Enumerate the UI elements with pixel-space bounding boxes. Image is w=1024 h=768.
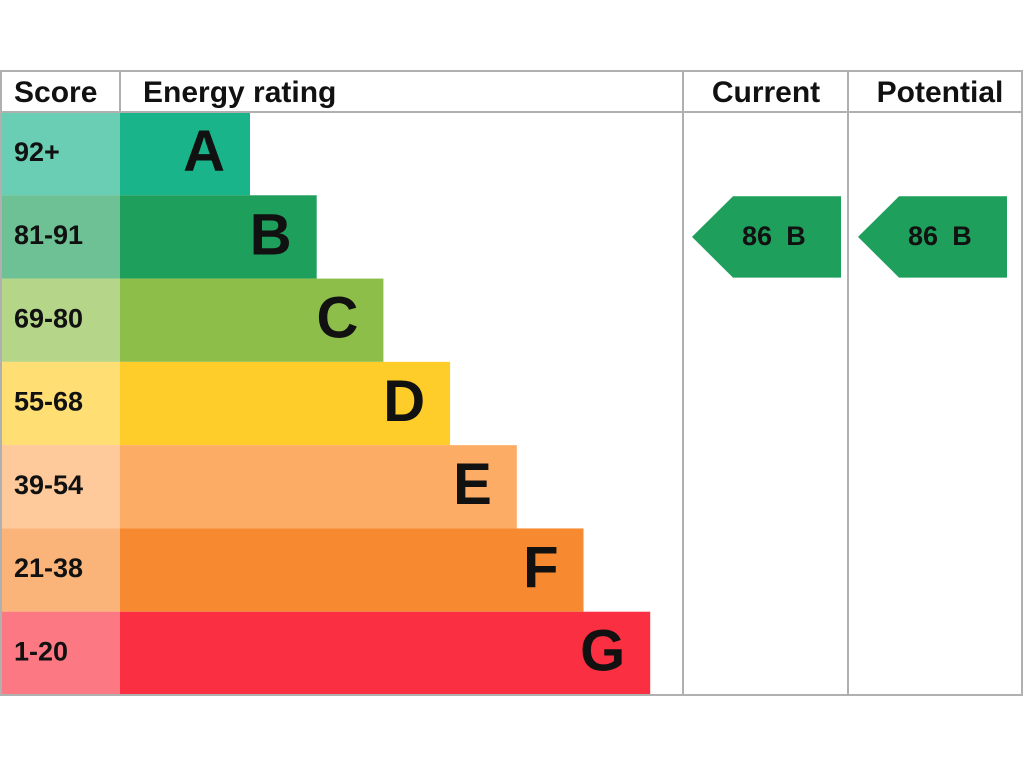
band-letter: D	[383, 369, 425, 434]
score-label: 21-38	[14, 553, 83, 583]
score-cell	[0, 528, 120, 612]
rating-bar	[120, 278, 384, 362]
score-cell	[0, 195, 120, 279]
score-label: 55-68	[14, 387, 83, 417]
score-cell	[0, 112, 120, 196]
band-letter: A	[183, 119, 225, 184]
band-letter: E	[453, 452, 492, 517]
header-potential: Potential	[877, 76, 1004, 109]
score-cell	[0, 611, 120, 695]
score-cell	[0, 278, 120, 362]
rating-bar	[120, 195, 317, 279]
score-label: 92+	[14, 137, 60, 167]
header-score: Score	[14, 76, 97, 109]
score-label: 39-54	[14, 470, 83, 500]
rating-bar	[120, 445, 517, 529]
band-letter: B	[250, 202, 292, 267]
score-cell	[0, 361, 120, 446]
rating-letter: B	[786, 221, 806, 251]
rating-bar	[120, 528, 584, 612]
rating-score: 86	[908, 221, 938, 251]
score-cell	[0, 445, 120, 529]
rating-bar	[120, 112, 250, 196]
score-label: 81-91	[14, 220, 83, 250]
rows: 92+ A 81-91 B 69-80 C 55-68 D 39-54 E 21-38 F 1-20 G	[0, 112, 651, 695]
header-current: Current	[712, 76, 820, 109]
band-letter: F	[523, 535, 558, 600]
current-indicator: 86 B	[692, 196, 841, 278]
potential-indicator: 86 B	[858, 196, 1007, 278]
header-rating: Energy rating	[143, 76, 336, 109]
score-label: 69-80	[14, 303, 83, 333]
band-letter: G	[580, 619, 625, 684]
band-letter: C	[317, 286, 359, 351]
rating-bar	[120, 611, 651, 695]
rating-score: 86	[742, 221, 772, 251]
rating-bar	[120, 361, 451, 446]
borders	[0, 70, 1023, 696]
score-label: 1-20	[14, 636, 68, 666]
rating-arrow	[692, 196, 841, 278]
rating-arrow	[858, 196, 1007, 278]
rating-letter: B	[952, 221, 972, 251]
